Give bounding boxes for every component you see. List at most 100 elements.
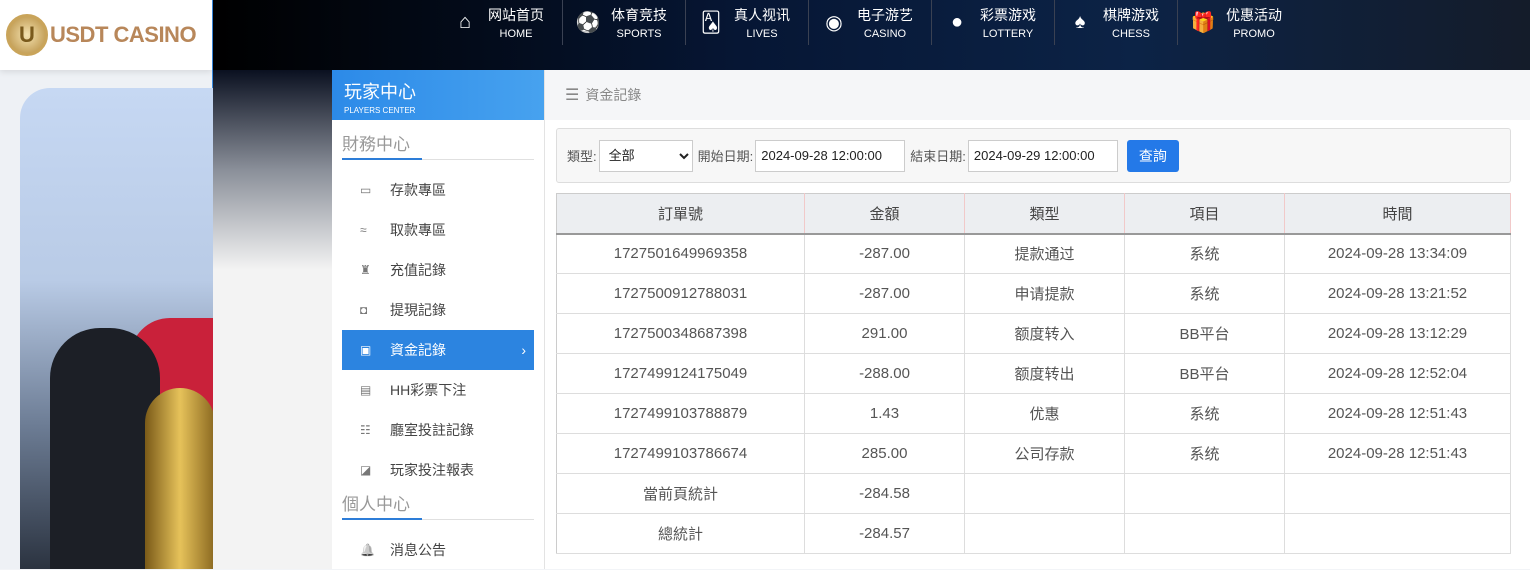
table-row: 1727501649969358 -287.00 提款通过 系统 2024-09-28 …	[556, 233, 1511, 274]
nav-home[interactable]: ⌂ 网站首页 HOME	[440, 0, 563, 45]
nav-label: 体育竞技	[611, 7, 667, 23]
fund-records-table: 訂單號 金額 類型 項目 時間 1727501649969358 -287.00 提款通过系…	[556, 193, 1511, 554]
table-row: 1727500912788031 -287.00 申请提款 系统 2024-09-28 …	[556, 273, 1511, 314]
logo[interactable]: U USDT CASINO	[0, 0, 212, 70]
hero-image	[20, 88, 213, 569]
table-cell: 系统	[1124, 393, 1285, 434]
table-cell: 2024-09-28 12:51:43	[1284, 393, 1511, 434]
menu-icon[interactable]: ☰	[565, 87, 580, 104]
table-row: 1727499103788879 1.43 优惠 系统 2024-09-28 12:51…	[556, 393, 1511, 434]
page-total-row: 當前頁統計 -284.58	[556, 473, 1511, 514]
sidebar-item-label: 消息公告	[390, 542, 446, 558]
table-cell: 额度转出	[964, 353, 1125, 394]
table-cell: 1727499103786674	[556, 433, 805, 474]
table-cell: BB平台	[1124, 353, 1285, 394]
table-cell: 申请提款	[964, 273, 1125, 314]
sidebar-item-label: 充值記錄	[390, 262, 446, 278]
table-cell: 1727499103788879	[556, 393, 805, 434]
table-cell: 2024-09-28 13:12:29	[1284, 313, 1511, 354]
sidebar-item-0[interactable]: ▭ 存款專區	[342, 170, 534, 210]
type-select[interactable]: 全部	[598, 139, 693, 172]
table-cell: 公司存款	[964, 433, 1125, 474]
sidebar-item-5[interactable]: ▤ HH彩票下注	[342, 370, 534, 410]
nav-sports[interactable]: ⚽ 体育竞技 SPORTS	[563, 0, 686, 45]
sidebar-item-label: 存款專區	[390, 182, 446, 198]
page-total-value: -284.58	[804, 473, 965, 514]
logo-text: USDT CASINO	[50, 22, 197, 47]
top-banner	[213, 0, 1530, 70]
left-banner: U USDT CASINO	[0, 0, 213, 569]
table-cell: 系统	[1124, 273, 1285, 314]
sidebar-item-6[interactable]: ☷ 廳室投註記錄	[342, 410, 534, 450]
sidebar-item-4[interactable]: ▣ 資金記錄 ›	[342, 330, 534, 370]
breadcrumb: ☰ 資金記錄	[545, 70, 1530, 120]
column-header[interactable]: 時間	[1284, 193, 1511, 235]
nav-sublabel: CASINO	[863, 28, 907, 40]
sidebar-item-1[interactable]: ≈ 取款專區	[342, 210, 534, 250]
table-cell: -287.00	[804, 233, 965, 274]
sidebar-item-label: 取款專區	[390, 222, 446, 238]
table-cell: 1727499124175049	[556, 353, 805, 394]
sidebar-item-label: 玩家投注報表	[390, 462, 474, 478]
sidebar-title: 玩家中心	[344, 82, 416, 102]
sidebar-item-7[interactable]: ◪ 玩家投注報表	[342, 450, 534, 490]
nav-lives[interactable]: 🂡 真人视讯 LIVES	[686, 0, 809, 45]
table-cell: 2024-09-28 12:52:04	[1284, 353, 1511, 394]
table-cell: 提款通过	[964, 233, 1125, 274]
chart-icon: ◪	[360, 463, 372, 477]
sidebar-item-3[interactable]: ◘ 提現記錄	[342, 290, 534, 330]
main-content: ☰ 資金記錄 類型: 全部 開始日期: 結束日期: 查詢 訂單號金額類型項目時間…	[545, 70, 1530, 569]
sidebar-item-2[interactable]: ♜ 充值記錄	[342, 250, 534, 290]
list-bullets-icon: ☷	[360, 423, 371, 437]
nav-sublabel: LIVES	[746, 28, 778, 40]
table-cell: -287.00	[804, 273, 965, 314]
sidebar-item-label: 廳室投註記錄	[390, 422, 474, 438]
nav-sublabel: SPORTS	[616, 28, 662, 40]
breadcrumb-current: 資金記錄	[585, 87, 642, 103]
nav-lottery[interactable]: ● 彩票游戏 LOTTERY	[932, 0, 1055, 45]
nav-label: 真人视讯	[734, 7, 790, 23]
column-header[interactable]: 金額	[804, 193, 965, 235]
column-header[interactable]: 項目	[1124, 193, 1285, 235]
table-cell: 291.00	[804, 313, 965, 354]
table-row: 1727499124175049 -288.00 额度转出 BB平台 2024-09-2…	[556, 353, 1511, 394]
nav-label: 彩票游戏	[980, 7, 1036, 23]
cards-icon: 🂡	[700, 12, 722, 34]
end-date-label: 結束日期:	[910, 149, 966, 164]
sidebar-subtitle: PLAYERS CENTER	[344, 106, 416, 115]
column-header[interactable]: 類型	[964, 193, 1125, 235]
table-cell: 系统	[1124, 233, 1285, 274]
chevron-right-icon: ›	[521, 342, 526, 358]
grand-total-label: 總統計	[556, 513, 805, 554]
table-cell: 2024-09-28 13:34:09	[1284, 233, 1511, 274]
nav-sublabel: LOTTERY	[982, 28, 1034, 40]
table-cell: 1.43	[804, 393, 965, 434]
sidebar-item-notice[interactable]: 🔔 消息公告	[342, 530, 534, 570]
end-date-input[interactable]	[967, 139, 1118, 172]
sidebar-item-label: HH彩票下注	[390, 382, 467, 398]
bell-icon: 🔔	[360, 543, 375, 557]
table-row: 1727499103786674 285.00 公司存款 系统 2024-09-28 1…	[556, 433, 1511, 474]
spade-icon: ♠	[1074, 11, 1086, 33]
roulette-icon: ◉	[825, 12, 843, 34]
table-cell: 2024-09-28 12:51:43	[1284, 433, 1511, 474]
nav-label: 电子游艺	[857, 7, 913, 23]
nav-label: 优惠活动	[1226, 7, 1282, 23]
sidebar-item-label: 資金記錄	[390, 342, 446, 358]
logo-coin-icon: U	[6, 14, 48, 56]
table-cell: 优惠	[964, 393, 1125, 434]
nav-casino[interactable]: ◉ 电子游艺 CASINO	[809, 0, 932, 45]
fund-icon: ▣	[360, 343, 372, 357]
start-date-label: 開始日期:	[697, 149, 754, 164]
section-personal: 個人中心	[342, 490, 534, 520]
sidebar-item-label: 提現記錄	[390, 302, 446, 318]
list-icon: ▤	[360, 383, 372, 397]
table-cell: 2024-09-28 13:21:52	[1284, 273, 1511, 314]
nav-sublabel: HOME	[499, 28, 533, 40]
table-cell: 额度转入	[964, 313, 1125, 354]
start-date-input[interactable]	[755, 139, 906, 172]
search-button[interactable]: 查詢	[1126, 139, 1179, 172]
nav-chess[interactable]: ♠ 棋牌游戏 CHESS	[1055, 0, 1178, 45]
nav-promo[interactable]: 🎁 优惠活动 PROMO	[1178, 0, 1300, 45]
column-header[interactable]: 訂單號	[556, 193, 805, 235]
